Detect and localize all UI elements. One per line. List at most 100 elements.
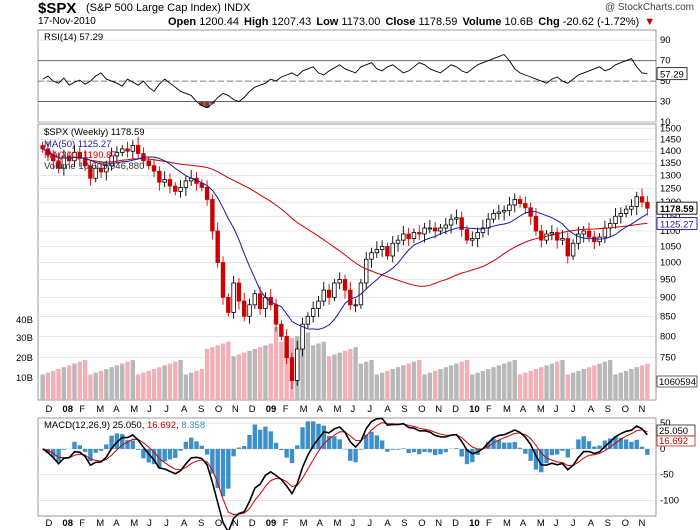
- volume-bar: [135, 374, 141, 400]
- high-label: High: [244, 16, 269, 28]
- volume-bar: [151, 369, 157, 400]
- macd-hist-bar: [125, 440, 130, 449]
- macd-hist-bar: [194, 441, 199, 449]
- x-tick-label: F: [283, 404, 289, 415]
- candle-body: [284, 335, 289, 359]
- candle-body: [549, 232, 555, 235]
- candle-body: [114, 151, 120, 157]
- macd-hist-bar: [88, 448, 93, 462]
- volume-bar: [125, 361, 130, 400]
- macd-hist-bar: [210, 448, 215, 474]
- macd-hist-bar: [56, 448, 61, 462]
- macd-hist-bar: [348, 448, 353, 461]
- macd-tick-label: -50: [660, 470, 674, 481]
- candle-body: [231, 282, 236, 313]
- x-axis-top: D 08 F M A M J J A S O N D 09 F M A M J J A S O N D 10 F M A M J J A S O N: [45, 404, 645, 415]
- volume-bar: [40, 374, 45, 400]
- ma200-legend: MA(200) 1190.87: [44, 150, 117, 161]
- macd-hist-bar: [220, 448, 226, 497]
- volume-tick-label: 20B: [16, 353, 33, 364]
- macd-signal-last-value: 16.692: [659, 436, 688, 447]
- x-tick-label: J: [367, 518, 372, 529]
- volume-bar: [316, 343, 321, 400]
- ma50-legend: MA(50) 1125.27: [44, 139, 111, 150]
- candle-body: [125, 148, 130, 152]
- ticker-symbol: $SPX: [38, 0, 77, 17]
- candle-body: [273, 304, 279, 325]
- macd-hist-bar: [257, 429, 263, 449]
- x-tick-label: M: [537, 404, 545, 415]
- candle-body: [257, 293, 263, 310]
- macd-hist-bar: [586, 441, 592, 449]
- x-tick-label: J: [350, 404, 355, 415]
- macd-legend: MACD(12,26,9) 25.050, 16.692, 8.358: [44, 420, 205, 431]
- x-tick-label: M: [503, 404, 511, 415]
- x-tick-label: J: [350, 518, 355, 529]
- macd-hist-bar: [358, 448, 364, 450]
- candle-body: [507, 204, 512, 211]
- x-tick-label: A: [520, 404, 527, 415]
- volume-bar: [364, 361, 369, 400]
- exchange-label: INDX: [224, 2, 251, 14]
- volume-bar: [406, 363, 411, 400]
- volume-bar: [528, 370, 533, 400]
- macd-hist-bar: [432, 448, 438, 456]
- macd-hist-bar: [247, 434, 252, 449]
- moving-averages: [42, 148, 648, 330]
- x-tick-label: N: [435, 404, 442, 415]
- macd-hist-bar: [623, 439, 629, 449]
- x-tick-label: D: [452, 518, 459, 529]
- candle-body: [162, 179, 167, 183]
- x-tick-label: J: [554, 404, 559, 415]
- candle-body: [167, 179, 173, 187]
- volume-legend: Volume 10,605,946,880: [44, 161, 144, 172]
- candle-body: [104, 165, 109, 173]
- candle-body: [443, 224, 448, 229]
- candle-body: [252, 293, 258, 306]
- volume-bar: [358, 363, 364, 400]
- volume-bar: [539, 367, 544, 400]
- price-tick-label: 1500: [660, 123, 681, 134]
- x-tick-label: M: [503, 518, 511, 529]
- macd-hist-bar: [608, 438, 613, 449]
- macd-hist-bar: [417, 448, 422, 455]
- volume-bar: [194, 370, 199, 400]
- candle-body: [390, 242, 395, 257]
- macd-hist-bar: [104, 444, 109, 449]
- volume-label: Volume: [462, 16, 502, 28]
- volume-bar: [379, 372, 385, 400]
- x-tick-label: A: [384, 518, 391, 529]
- x-tick-label: 09: [266, 404, 277, 415]
- macd-hist-bar: [618, 437, 624, 449]
- volume-bar: [570, 372, 576, 400]
- index-fullname: (S&P 500 Large Cap Index): [86, 2, 221, 14]
- volume-bar: [560, 359, 565, 400]
- close-last-box: [656, 201, 698, 215]
- macd-hist-bar: [146, 448, 151, 463]
- volume-bar: [411, 361, 417, 400]
- candle-body: [157, 170, 162, 183]
- volume-bar: [565, 374, 570, 400]
- candle-body: [629, 205, 634, 210]
- rsi-tick-label: 70: [660, 56, 671, 67]
- volume-bar: [247, 350, 252, 400]
- macd-hist-bar: [369, 431, 374, 449]
- candle-body: [173, 185, 178, 192]
- candle-body: [560, 238, 565, 241]
- x-tick-label: S: [401, 404, 407, 415]
- macd-hist-bar: [337, 439, 342, 449]
- close-last-value: 1178.59: [660, 204, 694, 215]
- macd-hist-bar: [178, 448, 183, 451]
- volume-bar: [305, 332, 311, 400]
- candle-body: [491, 213, 496, 220]
- macd-last-value: 25.050: [659, 426, 688, 437]
- candle-body: [178, 186, 183, 192]
- volume-bar: [613, 374, 618, 400]
- down-arrow-icon: ▼: [644, 16, 656, 28]
- price-axis: 1500145014001350130012501200115011001050…: [656, 123, 698, 364]
- x-tick-label: D: [249, 518, 256, 529]
- volume-bar: [146, 370, 151, 400]
- candle-body: [348, 289, 353, 306]
- volume-tick-label: 40B: [16, 315, 33, 326]
- volume-bar: [448, 365, 454, 400]
